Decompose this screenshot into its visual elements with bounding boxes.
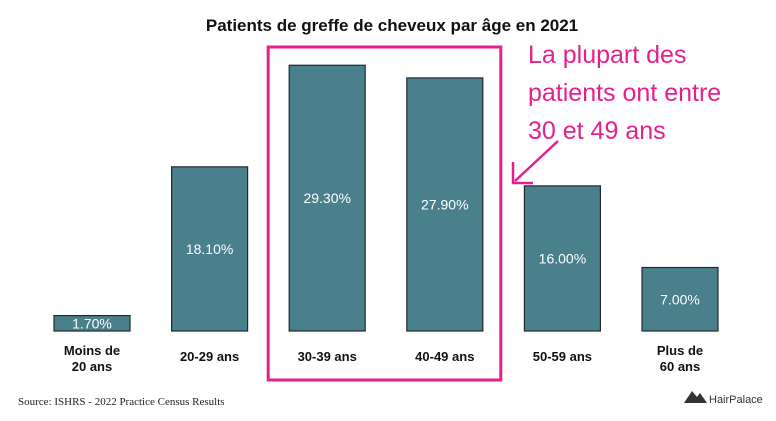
bar-value-label: 29.30% (303, 190, 350, 206)
bar (171, 166, 249, 332)
annotation-line-3: 30 et 49 ans (528, 117, 666, 145)
category-label: 50-59 ans (533, 349, 592, 364)
chart-title: Patients de greffe de cheveux par âge en… (206, 16, 578, 35)
category-label: Moins de (64, 343, 120, 358)
bar (641, 266, 719, 332)
annotation-line-2: patients ont entre (528, 79, 721, 107)
category-label: 60 ans (660, 359, 700, 374)
source-note: Source: ISHRS - 2022 Practice Census Res… (18, 396, 225, 408)
bar (406, 77, 484, 332)
bar (53, 314, 131, 332)
annotation-line-1: La plupart des (528, 41, 686, 69)
brand-name: HairPalace (709, 394, 763, 406)
bars-group: 1.70% 18.10% 29.30% 27.90% 16.00% 7.00% (53, 64, 719, 332)
bar-value-label: 18.10% (186, 241, 233, 257)
annotation-arrow-icon (511, 140, 559, 185)
bar (288, 64, 366, 332)
category-label: 40-49 ans (415, 349, 474, 364)
brand-logo: HairPalace (684, 391, 763, 406)
mountain-icon (684, 391, 707, 403)
annotation-text: La plupart des patients ont entre 30 et … (528, 41, 721, 145)
bar-value-label: 1.70% (72, 315, 112, 331)
bar-value-label: 16.00% (539, 250, 586, 266)
bar (523, 185, 602, 332)
bar-value-label: 27.90% (421, 196, 468, 212)
category-label: 30-39 ans (298, 349, 357, 364)
category-label: Plus de (657, 343, 703, 358)
category-label: 20 ans (72, 359, 112, 374)
category-label: 20-29 ans (180, 349, 239, 364)
highlight-box (266, 45, 503, 382)
bar-value-label: 7.00% (660, 291, 700, 307)
